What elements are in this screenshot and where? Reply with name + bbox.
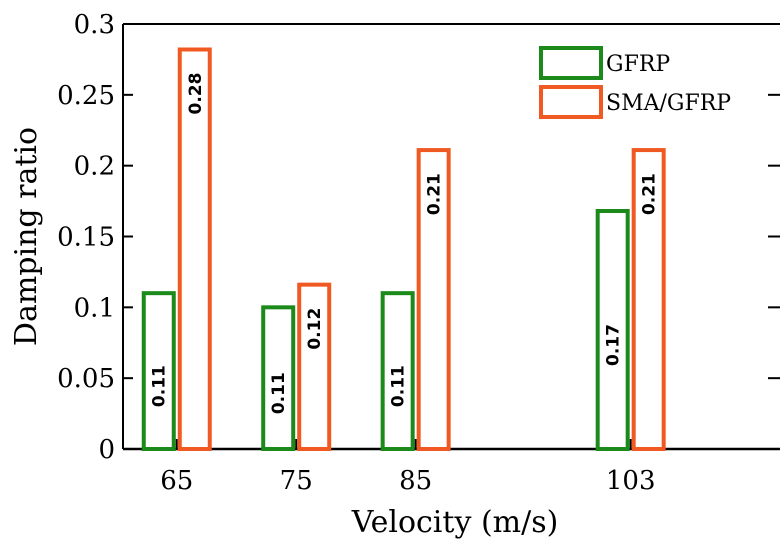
bar-gfrp bbox=[141, 291, 176, 451]
bars: 0.11 0.11 0.11 0.17 0.28 0.12 0.21 0.21 bbox=[141, 47, 666, 452]
y-tick-label: 0.1 bbox=[74, 293, 115, 323]
y-tick-label: 0.3 bbox=[74, 10, 115, 40]
bar-value-label: 0.21 bbox=[640, 173, 660, 215]
bar-gfrp bbox=[380, 291, 415, 451]
y-tick-label: 0.05 bbox=[57, 364, 115, 394]
bar-value-label: 0.11 bbox=[150, 365, 170, 407]
x-tick-label: 103 bbox=[606, 466, 656, 496]
bar-value-label: 0.21 bbox=[425, 173, 445, 215]
x-tick-label: 65 bbox=[160, 466, 193, 496]
bar-value-label: 0.12 bbox=[305, 308, 325, 350]
bar-sma-gfrp bbox=[177, 47, 212, 451]
x-tick-label: 85 bbox=[399, 466, 432, 496]
legend: GFRP SMA/GFRP bbox=[539, 46, 731, 119]
y-tick-label: 0.25 bbox=[57, 81, 115, 111]
y-axis-label: Damping ratio bbox=[9, 127, 44, 346]
plot-area bbox=[122, 23, 780, 451]
bar-value-label: 0.11 bbox=[269, 372, 289, 414]
x-tick-label: 75 bbox=[280, 466, 313, 496]
legend-swatch-sma-gfrp bbox=[539, 85, 603, 119]
legend-swatch-gfrp bbox=[539, 46, 603, 80]
legend-label: SMA/GFRP bbox=[606, 91, 731, 116]
y-tick-label: 0.15 bbox=[57, 223, 115, 253]
bar-sma-gfrp bbox=[416, 148, 451, 451]
x-axis-label: Velocity (m/s) bbox=[351, 505, 559, 540]
y-tick-label: 0.2 bbox=[74, 152, 115, 182]
bar-sma-gfrp bbox=[297, 282, 332, 451]
bar-sma-gfrp bbox=[631, 148, 666, 451]
bar-value-label: 0.28 bbox=[186, 73, 206, 115]
bar-value-label: 0.17 bbox=[604, 324, 624, 366]
x-axis-ticks: 65 75 85 103 bbox=[160, 439, 656, 496]
y-tick-label: 0 bbox=[98, 435, 115, 465]
bar-gfrp bbox=[261, 305, 296, 452]
y-axis-ticks: 0 0.05 0.1 0.15 0.2 0.25 0.3 bbox=[57, 10, 780, 465]
bar-gfrp bbox=[595, 209, 630, 451]
bar-value-label: 0.11 bbox=[389, 365, 409, 407]
legend-label: GFRP bbox=[606, 52, 670, 77]
